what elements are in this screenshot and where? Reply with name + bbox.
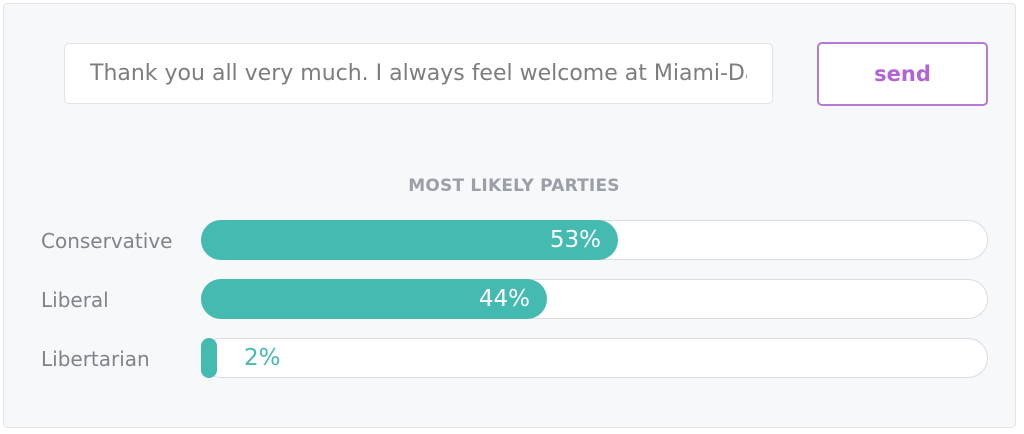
party-percent: 44%: [478, 286, 530, 312]
party-label: Libertarian: [41, 347, 150, 371]
party-percent: 53%: [549, 227, 601, 253]
send-button[interactable]: send: [817, 42, 988, 106]
party-bar-fill: [201, 220, 618, 260]
party-label: Conservative: [41, 229, 173, 253]
party-row-libertarian: Libertarian 2%: [4, 338, 1024, 380]
party-bar-track: 44%: [201, 279, 988, 319]
party-row-liberal: Liberal 44%: [4, 279, 1024, 321]
message-input[interactable]: [64, 43, 773, 104]
party-bar-fill: [201, 338, 217, 378]
party-percent: 2%: [244, 345, 281, 371]
party-label: Liberal: [41, 288, 109, 312]
party-bar-track: 2%: [201, 338, 988, 378]
party-bar-fill: [201, 279, 547, 319]
parties-title: MOST LIKELY PARTIES: [408, 176, 620, 196]
party-bar-track: 53%: [201, 220, 988, 260]
party-row-conservative: Conservative 53%: [4, 220, 1024, 262]
message-panel: send MOST LIKELY PARTIES Conservative 53…: [3, 3, 1016, 428]
